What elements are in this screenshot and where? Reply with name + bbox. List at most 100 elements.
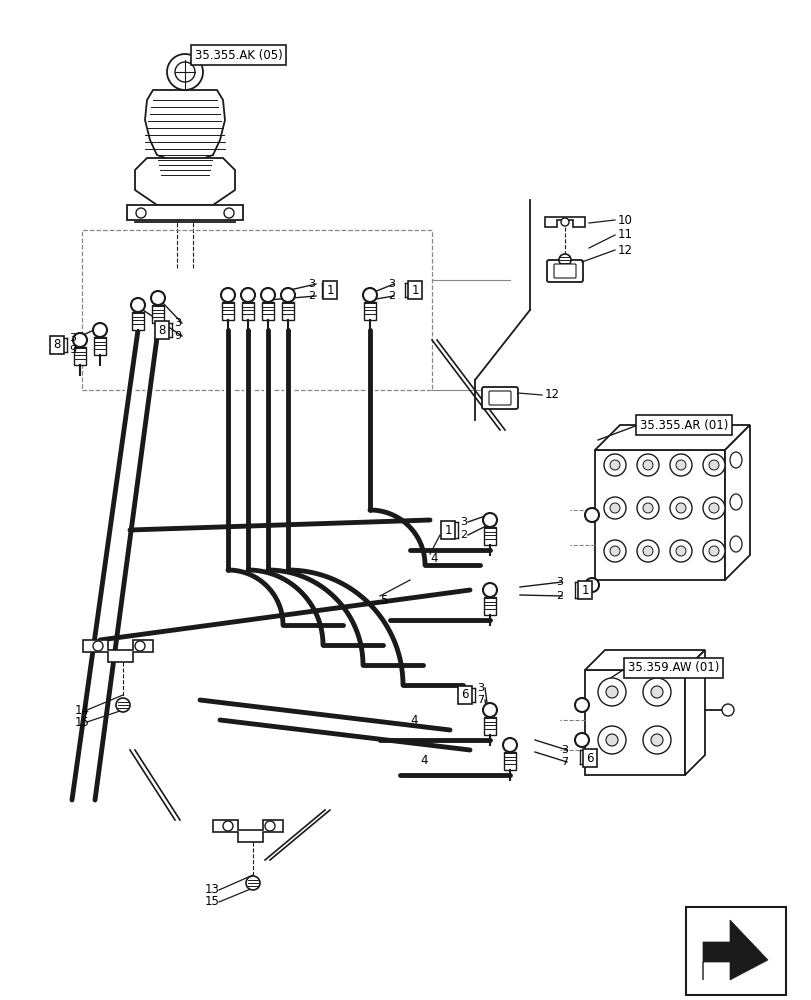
Circle shape <box>93 641 103 651</box>
Polygon shape <box>83 640 152 662</box>
Circle shape <box>483 703 496 717</box>
Circle shape <box>642 678 670 706</box>
Text: 5: 5 <box>380 593 387 606</box>
Circle shape <box>609 503 620 513</box>
Circle shape <box>135 208 146 218</box>
Text: 35.355.AK (05): 35.355.AK (05) <box>195 49 282 62</box>
Circle shape <box>650 686 663 698</box>
Text: 15: 15 <box>204 896 220 908</box>
Text: 1: 1 <box>581 584 588 596</box>
FancyBboxPatch shape <box>242 302 254 320</box>
Circle shape <box>636 497 659 519</box>
Circle shape <box>609 460 620 470</box>
Text: 3: 3 <box>476 683 483 693</box>
Polygon shape <box>702 920 767 980</box>
FancyBboxPatch shape <box>504 752 515 770</box>
Circle shape <box>642 460 652 470</box>
Text: 14: 14 <box>75 704 90 716</box>
Circle shape <box>642 726 670 754</box>
Text: 2: 2 <box>307 291 315 301</box>
Circle shape <box>676 546 685 556</box>
Polygon shape <box>544 217 584 227</box>
Circle shape <box>241 288 255 302</box>
Polygon shape <box>584 650 704 670</box>
Text: 6: 6 <box>586 752 593 764</box>
Circle shape <box>597 678 625 706</box>
Text: 9: 9 <box>69 345 76 355</box>
Polygon shape <box>135 158 234 205</box>
Text: 4: 4 <box>419 754 427 766</box>
Circle shape <box>676 503 685 513</box>
Circle shape <box>669 497 691 519</box>
Circle shape <box>175 62 195 82</box>
Text: 2: 2 <box>460 530 466 540</box>
Circle shape <box>721 704 733 716</box>
Circle shape <box>636 540 659 562</box>
Circle shape <box>603 497 625 519</box>
Text: 8: 8 <box>54 338 61 352</box>
Circle shape <box>605 734 617 746</box>
Circle shape <box>669 540 691 562</box>
FancyBboxPatch shape <box>483 597 496 615</box>
Circle shape <box>584 508 599 522</box>
Text: 2: 2 <box>388 291 394 301</box>
Circle shape <box>574 698 588 712</box>
Text: 13: 13 <box>204 884 220 896</box>
FancyBboxPatch shape <box>281 302 294 320</box>
Polygon shape <box>145 90 225 165</box>
Circle shape <box>260 288 275 302</box>
Circle shape <box>708 503 718 513</box>
Text: 3: 3 <box>69 333 76 343</box>
Circle shape <box>73 333 87 347</box>
FancyBboxPatch shape <box>483 717 496 735</box>
Circle shape <box>702 540 724 562</box>
Circle shape <box>502 738 517 752</box>
Circle shape <box>609 546 620 556</box>
Ellipse shape <box>729 536 741 552</box>
Polygon shape <box>684 650 704 775</box>
Ellipse shape <box>729 494 741 510</box>
Circle shape <box>708 546 718 556</box>
Circle shape <box>560 218 569 226</box>
Text: 3: 3 <box>174 318 181 328</box>
Text: 35.359.AW (01): 35.359.AW (01) <box>627 662 719 674</box>
Text: 12: 12 <box>617 243 633 256</box>
Polygon shape <box>212 820 283 842</box>
Text: 3: 3 <box>460 517 466 527</box>
Circle shape <box>246 876 260 890</box>
Circle shape <box>605 686 617 698</box>
Circle shape <box>281 288 294 302</box>
Circle shape <box>151 291 165 305</box>
Text: 3: 3 <box>556 577 562 587</box>
FancyBboxPatch shape <box>132 312 144 330</box>
Text: 7: 7 <box>560 757 568 767</box>
Circle shape <box>574 733 588 747</box>
Circle shape <box>642 503 652 513</box>
FancyBboxPatch shape <box>94 337 106 355</box>
FancyBboxPatch shape <box>482 387 517 409</box>
FancyBboxPatch shape <box>488 391 510 405</box>
Circle shape <box>702 497 724 519</box>
Circle shape <box>116 698 130 712</box>
Circle shape <box>131 298 145 312</box>
Circle shape <box>636 454 659 476</box>
Polygon shape <box>594 425 749 450</box>
Circle shape <box>603 454 625 476</box>
Circle shape <box>650 734 663 746</box>
Text: 1: 1 <box>326 284 333 296</box>
FancyBboxPatch shape <box>553 264 575 278</box>
Circle shape <box>597 726 625 754</box>
Ellipse shape <box>729 452 741 468</box>
Circle shape <box>702 454 724 476</box>
Circle shape <box>584 578 599 592</box>
Text: 15: 15 <box>75 715 90 728</box>
Text: 35.355.AR (01): 35.355.AR (01) <box>639 418 727 432</box>
Text: 4: 4 <box>410 713 417 726</box>
Circle shape <box>483 583 496 597</box>
Circle shape <box>223 821 233 831</box>
Circle shape <box>669 454 691 476</box>
FancyBboxPatch shape <box>74 347 86 365</box>
FancyBboxPatch shape <box>483 527 496 545</box>
Text: 6: 6 <box>461 688 468 702</box>
Circle shape <box>264 821 275 831</box>
